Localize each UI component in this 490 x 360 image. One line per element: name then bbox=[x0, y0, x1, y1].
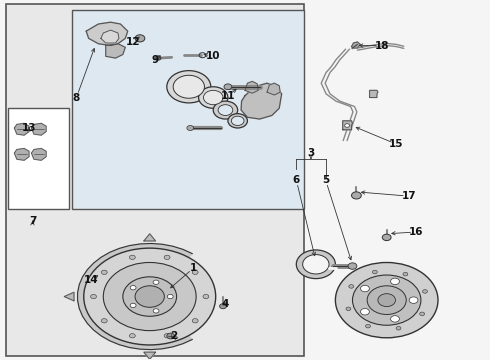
Circle shape bbox=[130, 303, 136, 307]
Circle shape bbox=[391, 278, 399, 285]
Circle shape bbox=[348, 263, 357, 269]
Text: 11: 11 bbox=[220, 91, 235, 101]
Circle shape bbox=[103, 262, 196, 330]
Polygon shape bbox=[31, 148, 46, 160]
Bar bbox=[5, 4, 304, 356]
Circle shape bbox=[167, 333, 174, 339]
Circle shape bbox=[91, 294, 97, 299]
Circle shape bbox=[167, 294, 173, 299]
Polygon shape bbox=[241, 83, 282, 119]
Polygon shape bbox=[86, 22, 128, 45]
Circle shape bbox=[409, 297, 418, 303]
Text: 12: 12 bbox=[125, 37, 140, 47]
Circle shape bbox=[303, 255, 329, 274]
Bar bbox=[72, 10, 304, 209]
Circle shape bbox=[153, 280, 159, 284]
Circle shape bbox=[349, 285, 354, 288]
Circle shape bbox=[366, 324, 370, 328]
Circle shape bbox=[192, 270, 198, 274]
Circle shape bbox=[173, 75, 204, 98]
Circle shape bbox=[164, 334, 170, 338]
Bar bbox=[8, 108, 69, 209]
Polygon shape bbox=[351, 42, 360, 48]
Circle shape bbox=[123, 277, 176, 316]
Circle shape bbox=[84, 248, 216, 345]
Circle shape bbox=[224, 84, 232, 90]
Circle shape bbox=[213, 101, 238, 119]
Text: 6: 6 bbox=[293, 175, 300, 185]
Circle shape bbox=[129, 255, 135, 260]
Circle shape bbox=[420, 312, 424, 316]
Polygon shape bbox=[106, 44, 125, 58]
Circle shape bbox=[335, 262, 438, 338]
Circle shape bbox=[352, 275, 421, 325]
Polygon shape bbox=[267, 83, 280, 95]
Text: 1: 1 bbox=[190, 263, 197, 273]
Circle shape bbox=[344, 124, 349, 127]
Circle shape bbox=[231, 116, 244, 126]
Circle shape bbox=[101, 319, 107, 323]
Polygon shape bbox=[144, 352, 156, 359]
Circle shape bbox=[403, 272, 408, 276]
Text: 5: 5 bbox=[322, 175, 329, 185]
Text: 15: 15 bbox=[389, 139, 404, 149]
Circle shape bbox=[296, 250, 335, 279]
Circle shape bbox=[361, 285, 369, 292]
Circle shape bbox=[361, 309, 369, 315]
Circle shape bbox=[382, 234, 391, 240]
Polygon shape bbox=[14, 123, 29, 135]
Circle shape bbox=[155, 56, 161, 60]
Circle shape bbox=[192, 319, 198, 323]
Circle shape bbox=[378, 294, 395, 307]
Polygon shape bbox=[101, 30, 119, 43]
Text: 14: 14 bbox=[84, 275, 98, 285]
Polygon shape bbox=[77, 243, 192, 350]
Circle shape bbox=[101, 270, 107, 274]
Polygon shape bbox=[64, 292, 74, 301]
Circle shape bbox=[220, 304, 226, 309]
Circle shape bbox=[218, 105, 233, 116]
Circle shape bbox=[198, 87, 228, 108]
Text: 9: 9 bbox=[151, 55, 158, 65]
Polygon shape bbox=[343, 121, 352, 130]
Circle shape bbox=[167, 71, 211, 103]
Circle shape bbox=[130, 285, 136, 290]
Text: 17: 17 bbox=[401, 191, 416, 201]
Text: 8: 8 bbox=[73, 93, 80, 103]
Text: 3: 3 bbox=[307, 148, 315, 158]
Circle shape bbox=[422, 290, 427, 293]
Polygon shape bbox=[369, 90, 378, 98]
Circle shape bbox=[346, 307, 351, 311]
Text: 2: 2 bbox=[171, 331, 178, 341]
Circle shape bbox=[372, 270, 377, 274]
Circle shape bbox=[228, 114, 247, 128]
Text: 13: 13 bbox=[22, 123, 36, 133]
Circle shape bbox=[153, 309, 159, 313]
Circle shape bbox=[391, 316, 399, 322]
Polygon shape bbox=[14, 148, 29, 160]
Circle shape bbox=[396, 327, 401, 330]
Circle shape bbox=[203, 294, 209, 299]
Circle shape bbox=[164, 255, 170, 260]
Text: 7: 7 bbox=[29, 216, 36, 226]
Text: 16: 16 bbox=[409, 227, 423, 237]
Text: 4: 4 bbox=[222, 299, 229, 309]
Text: 10: 10 bbox=[206, 51, 220, 61]
Polygon shape bbox=[31, 123, 46, 135]
Circle shape bbox=[135, 286, 164, 307]
Circle shape bbox=[367, 286, 406, 315]
Polygon shape bbox=[144, 234, 156, 241]
Circle shape bbox=[203, 90, 223, 105]
Circle shape bbox=[135, 35, 145, 42]
Circle shape bbox=[129, 334, 135, 338]
Circle shape bbox=[351, 192, 361, 199]
Polygon shape bbox=[245, 81, 258, 93]
Circle shape bbox=[187, 126, 194, 131]
Text: 18: 18 bbox=[374, 41, 389, 50]
